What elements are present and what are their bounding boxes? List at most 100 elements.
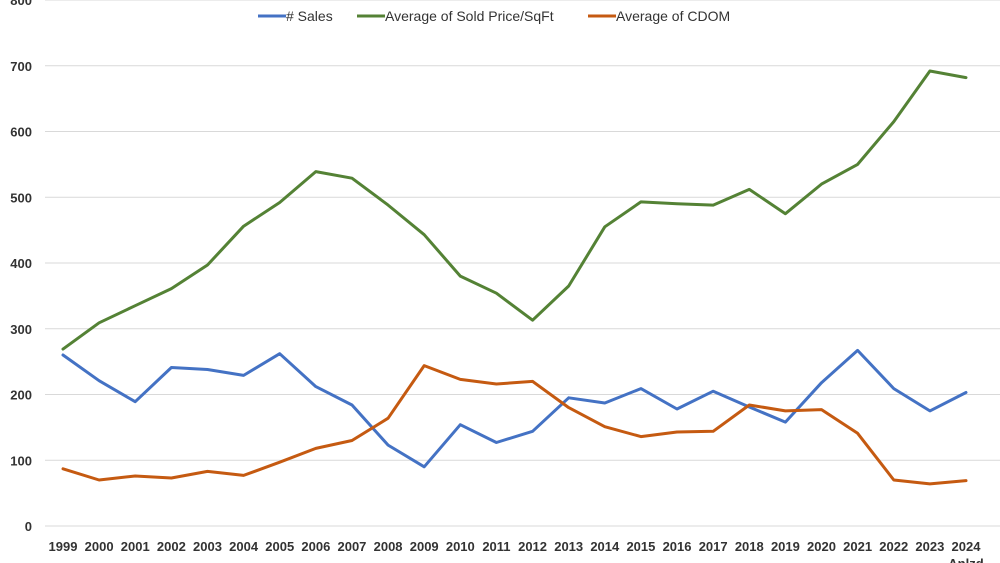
x-tick-label: 2007	[337, 539, 366, 554]
series-line-average-of-sold-price-sqft	[61, 69, 968, 351]
data-point	[676, 407, 679, 410]
data-point	[350, 404, 353, 407]
data-point	[242, 225, 245, 228]
data-point	[423, 233, 426, 236]
data-point	[134, 475, 137, 478]
data-point	[206, 263, 209, 266]
legend-label: Average of CDOM	[616, 8, 730, 24]
data-point	[748, 188, 751, 191]
x-tick-label: 2020	[807, 539, 836, 554]
data-point	[314, 447, 317, 450]
x-tick-label: 2023	[915, 539, 944, 554]
data-point	[856, 349, 859, 352]
x-tick-label: 2008	[374, 539, 403, 554]
x-tick-label: 2021	[843, 539, 872, 554]
x-tick-sublabel: Anlzd	[948, 556, 983, 563]
data-point	[965, 76, 968, 79]
data-point	[387, 417, 390, 420]
data-point	[892, 387, 895, 390]
x-tick-label: 2000	[85, 539, 114, 554]
data-point	[423, 465, 426, 468]
data-point	[350, 439, 353, 442]
data-point	[62, 467, 65, 470]
y-tick-label: 300	[10, 322, 32, 337]
data-point	[170, 477, 173, 480]
legend: # Sales Average of Sold Price/SqFt Average…	[258, 8, 730, 24]
x-tick-label: 2001	[121, 539, 150, 554]
x-tick-label: 2002	[157, 539, 186, 554]
x-tick-label: 2016	[663, 539, 692, 554]
x-tick-label: 2003	[193, 539, 222, 554]
data-point	[459, 378, 462, 381]
gridlines	[45, 0, 1000, 527]
series-line-average-of-cdom	[61, 364, 968, 486]
x-tick-label: 2024	[952, 539, 982, 554]
data-point	[242, 374, 245, 377]
data-point	[603, 425, 606, 428]
x-tick-label: 2010	[446, 539, 475, 554]
data-point	[712, 204, 715, 207]
x-tick-label: 2009	[410, 539, 439, 554]
data-point	[820, 183, 823, 186]
y-tick-label: 100	[10, 453, 32, 468]
data-point	[784, 421, 787, 424]
data-point	[278, 461, 281, 464]
data-point	[531, 430, 534, 433]
legend-label: # Sales	[286, 8, 333, 24]
x-tick-label: 2011	[482, 539, 510, 554]
data-point	[459, 423, 462, 426]
data-point	[603, 225, 606, 228]
data-point	[98, 478, 101, 481]
data-point	[62, 354, 65, 357]
data-point	[495, 382, 498, 385]
x-tick-label: 2019	[771, 539, 800, 554]
data-point	[928, 70, 931, 73]
data-point	[350, 177, 353, 180]
data-point	[242, 474, 245, 477]
data-point	[170, 366, 173, 369]
y-tick-label: 500	[10, 190, 32, 205]
data-point	[531, 319, 534, 322]
data-point	[567, 396, 570, 399]
data-point	[495, 441, 498, 444]
data-point	[603, 402, 606, 405]
data-point	[567, 285, 570, 288]
x-tick-label: 2018	[735, 539, 764, 554]
data-point	[62, 348, 65, 351]
data-point	[965, 479, 968, 482]
data-point	[820, 408, 823, 411]
data-point	[856, 163, 859, 166]
data-point	[712, 390, 715, 393]
axes: 0 100 200 300 400 500 600 700 800 1999 2000 2001 200…	[10, 0, 983, 563]
data-point	[856, 432, 859, 435]
data-point	[784, 409, 787, 412]
data-point	[314, 385, 317, 388]
data-point	[206, 470, 209, 473]
data-point	[314, 170, 317, 173]
data-point	[567, 406, 570, 409]
data-point	[170, 287, 173, 290]
series-line-sales	[61, 348, 968, 469]
x-tick-label: 2012	[518, 539, 547, 554]
data-point	[278, 352, 281, 355]
series-lines	[61, 69, 968, 486]
data-point	[676, 202, 679, 205]
data-point	[423, 364, 426, 367]
legend-label: Average of Sold Price/SqFt	[385, 8, 554, 24]
data-point	[134, 400, 137, 403]
data-point	[676, 430, 679, 433]
y-tick-label: 700	[10, 59, 32, 74]
data-point	[278, 201, 281, 204]
data-point	[639, 200, 642, 203]
data-point	[928, 409, 931, 412]
y-tick-label: 0	[25, 519, 32, 534]
data-point	[531, 380, 534, 383]
y-tick-label: 800	[10, 0, 32, 8]
data-point	[784, 212, 787, 215]
data-point	[98, 379, 101, 382]
data-point	[965, 391, 968, 394]
data-point	[892, 478, 895, 481]
x-tick-label: 2014	[590, 539, 620, 554]
data-point	[928, 482, 931, 485]
